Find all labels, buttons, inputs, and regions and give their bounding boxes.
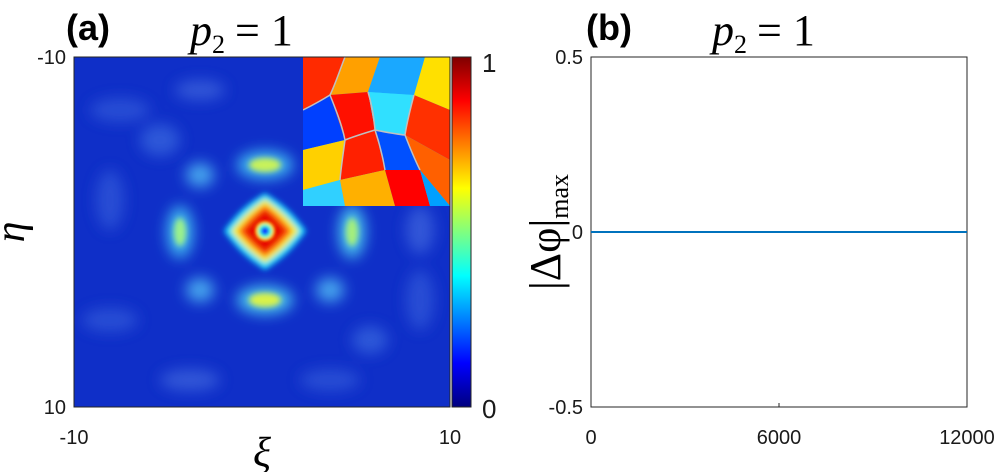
y-tick-label: -0.5 [549, 397, 583, 419]
panel-a-title-var: p [187, 6, 212, 55]
heatmap [74, 57, 450, 407]
x-tick-label: 0 [585, 427, 596, 449]
phase-inset [303, 57, 450, 206]
panel-b-label: (b) [586, 7, 632, 48]
line-plot-ylabel: |Δφ|max [521, 174, 574, 290]
heatmap-xtick-right: 10 [439, 427, 461, 449]
colorbar-tick-min: 0 [482, 394, 496, 424]
heatmap-ylabel: η [0, 222, 34, 243]
y-tick-label: 0 [572, 222, 583, 244]
colorbar [451, 56, 472, 408]
heatmap-ytick-bottom: 10 [44, 397, 66, 419]
panel-a-title: p2 = 1 [187, 6, 293, 59]
line-plot-ylabel-sub: max [545, 174, 574, 219]
x-tick-label: 6000 [757, 427, 802, 449]
y-tick-label: 0.5 [555, 47, 583, 69]
colorbar-tick-max: 1 [482, 48, 496, 78]
heatmap-xlabel: ξ [253, 430, 271, 472]
heatmap-xtick-left: -10 [60, 427, 89, 449]
heatmap-frame [73, 56, 451, 408]
panel-b-title-eq: = 1 [757, 6, 815, 55]
heatmap-ytick-top: -10 [37, 47, 66, 69]
panel-b-title-sub: 2 [734, 30, 747, 59]
panel-b-title: p2 = 1 [709, 6, 815, 59]
panel-a-label: (a) [66, 7, 110, 48]
panel-a-title-eq: = 1 [235, 6, 293, 55]
panel-a-title-sub: 2 [212, 30, 225, 59]
x-tick-label: 12000 [939, 427, 995, 449]
panel-b-title-var: p [709, 6, 734, 55]
line-plot-ylabel-main: |Δφ| [521, 219, 570, 290]
panel-a: (a) p2 = 1 [0, 6, 496, 472]
